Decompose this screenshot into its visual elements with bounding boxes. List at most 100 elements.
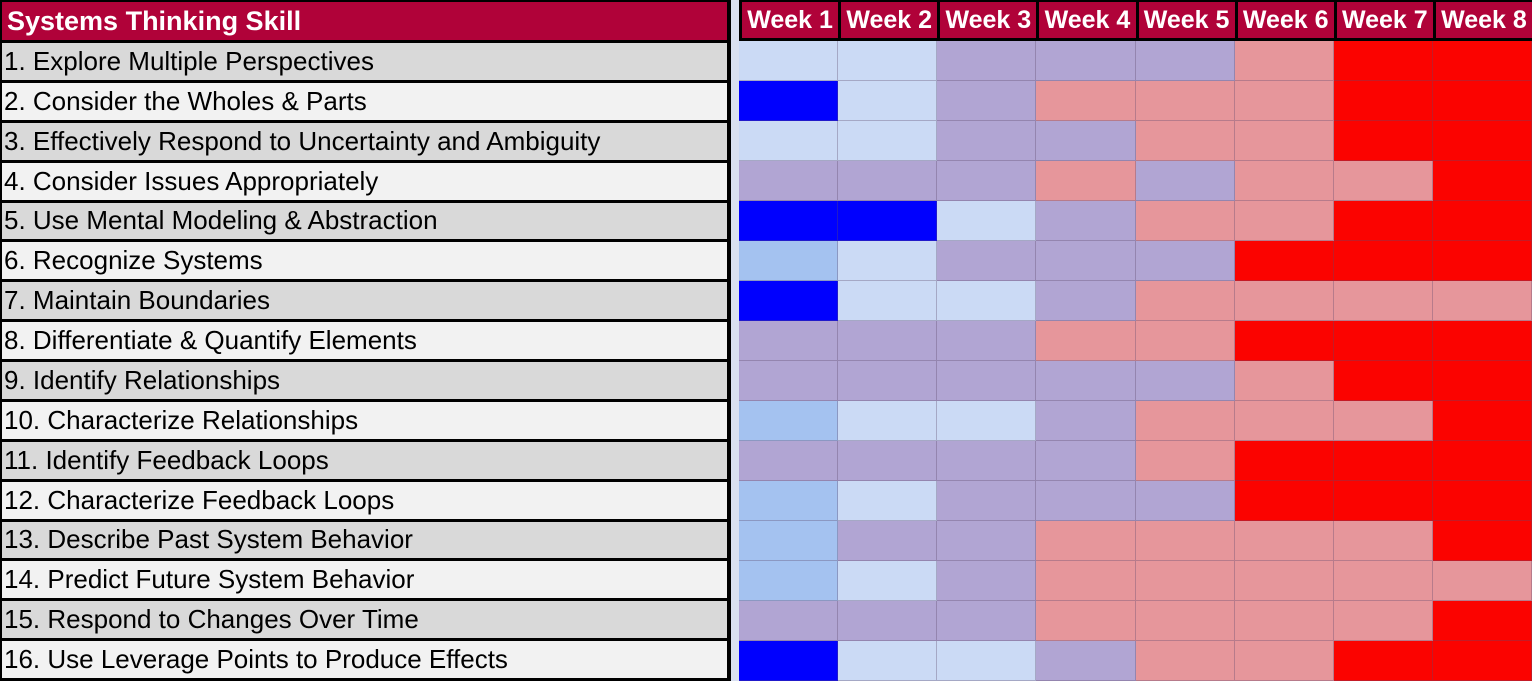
heatmap-cell-r15-w6 xyxy=(1234,601,1334,641)
heatmap-cell-r2-w8 xyxy=(1432,81,1532,121)
skill-row-5: 5. Use Mental Modeling & Abstraction xyxy=(2,202,727,243)
heatmap-cell-r13-w6 xyxy=(1234,521,1334,561)
skill-label: 12. Characterize Feedback Loops xyxy=(4,484,395,515)
skill-label: 14. Predict Future System Behavior xyxy=(4,564,415,595)
heatmap-cell-r15-w1 xyxy=(739,601,839,641)
heatmap-cell-r1-w5 xyxy=(1135,41,1235,81)
skill-row-3: 3. Effectively Respond to Uncertainty an… xyxy=(2,122,727,163)
heatmap-cell-r5-w5 xyxy=(1135,201,1235,241)
heatmap-cell-r10-w1 xyxy=(739,401,839,441)
skill-label: 1. Explore Multiple Perspectives xyxy=(4,45,374,76)
skill-row-7: 7. Maintain Boundaries xyxy=(2,282,727,323)
heatmap-cell-r7-w3 xyxy=(937,281,1037,321)
heatmap-cell-r14-w7 xyxy=(1333,561,1433,601)
heatmap-cell-r6-w2 xyxy=(838,241,938,281)
heatmap-cell-r12-w8 xyxy=(1432,481,1532,521)
heatmap-cell-r3-w8 xyxy=(1432,121,1532,161)
heatmap-cell-r9-w4 xyxy=(1036,361,1136,401)
skill-row-14: 14. Predict Future System Behavior xyxy=(2,561,727,602)
heatmap-cell-r12-w7 xyxy=(1333,481,1433,521)
heatmap-cell-r3-w7 xyxy=(1333,121,1433,161)
heatmap-cell-r3-w6 xyxy=(1234,121,1334,161)
heatmap-cell-r15-w7 xyxy=(1333,601,1433,641)
heatmap-cell-r5-w2 xyxy=(838,201,938,241)
heatmap-cell-r10-w5 xyxy=(1135,401,1235,441)
heatmap-cell-r1-w8 xyxy=(1432,41,1532,81)
heatmap-cell-r5-w3 xyxy=(937,201,1037,241)
heatmap-cell-r11-w8 xyxy=(1432,441,1532,481)
heatmap-cell-r5-w1 xyxy=(739,201,839,241)
column-header-week-6: Week 6 xyxy=(1234,0,1334,41)
heatmap-cell-r10-w7 xyxy=(1333,401,1433,441)
heatmap-cell-r14-w2 xyxy=(838,561,938,601)
heatmap-cell-r5-w4 xyxy=(1036,201,1136,241)
skill-label: 16. Use Leverage Points to Produce Effec… xyxy=(4,644,508,675)
heatmap-cell-r11-w4 xyxy=(1036,441,1136,481)
heatmap-cell-r8-w7 xyxy=(1333,321,1433,361)
skill-label: 10. Characterize Relationships xyxy=(4,404,359,435)
heatmap-cell-r1-w3 xyxy=(937,41,1037,81)
skill-label: 6. Recognize Systems xyxy=(4,245,263,276)
heatmap-cell-r10-w8 xyxy=(1432,401,1532,441)
heatmap-cell-r11-w5 xyxy=(1135,441,1235,481)
heatmap-cell-r5-w6 xyxy=(1234,201,1334,241)
skill-label: 11. Identify Feedback Loops xyxy=(4,444,329,475)
skill-label: 4. Consider Issues Appropriately xyxy=(4,165,379,196)
heatmap-cell-r15-w2 xyxy=(838,601,938,641)
heatmap-cell-r11-w3 xyxy=(937,441,1037,481)
heatmap-cell-r7-w6 xyxy=(1234,281,1334,321)
skill-row-11: 11. Identify Feedback Loops xyxy=(2,441,727,482)
heatmap-cell-r16-w6 xyxy=(1234,641,1334,681)
heatmap-cell-r6-w3 xyxy=(937,241,1037,281)
heatmap-cell-r8-w1 xyxy=(739,321,839,361)
heatmap-cell-r14-w6 xyxy=(1234,561,1334,601)
skill-row-6: 6. Recognize Systems xyxy=(2,242,727,283)
heatmap-cell-r15-w5 xyxy=(1135,601,1235,641)
heatmap-cell-r12-w4 xyxy=(1036,481,1136,521)
skill-label: 15. Respond to Changes Over Time xyxy=(4,604,419,635)
skill-label: 13. Describe Past System Behavior xyxy=(4,524,413,555)
heatmap-cell-r6-w5 xyxy=(1135,241,1235,281)
skill-row-1: 1. Explore Multiple Perspectives xyxy=(2,43,727,83)
heatmap-cell-r2-w3 xyxy=(937,81,1037,121)
heatmap-cell-r6-w6 xyxy=(1234,241,1334,281)
heatmap-cell-r6-w1 xyxy=(739,241,839,281)
skill-label: 8. Differentiate & Quantify Elements xyxy=(4,325,417,356)
heatmap-cell-r16-w8 xyxy=(1432,641,1532,681)
heatmap-cell-r8-w2 xyxy=(838,321,938,361)
heatmap-cell-r6-w4 xyxy=(1036,241,1136,281)
heatmap-cell-r4-w2 xyxy=(838,161,938,201)
heatmap-cell-r2-w2 xyxy=(838,81,938,121)
heatmap-cell-r9-w5 xyxy=(1135,361,1235,401)
heatmap-cell-r2-w1 xyxy=(739,81,839,121)
heatmap-cell-r7-w1 xyxy=(739,281,839,321)
heatmap-cell-r15-w8 xyxy=(1432,601,1532,641)
heatmap-cell-r10-w2 xyxy=(838,401,938,441)
heatmap-cell-r9-w8 xyxy=(1432,361,1532,401)
heatmap-cell-r15-w3 xyxy=(937,601,1037,641)
skill-row-13: 13. Describe Past System Behavior xyxy=(2,521,727,562)
heatmap-cell-r8-w6 xyxy=(1234,321,1334,361)
skill-label: 5. Use Mental Modeling & Abstraction xyxy=(4,205,438,236)
heatmap-cell-r1-w1 xyxy=(739,41,839,81)
heatmap-cell-r6-w7 xyxy=(1333,241,1433,281)
heatmap-cell-r2-w6 xyxy=(1234,81,1334,121)
heatmap-cell-r4-w3 xyxy=(937,161,1037,201)
heatmap-cell-r3-w1 xyxy=(739,121,839,161)
heatmap-cell-r14-w1 xyxy=(739,561,839,601)
heatmap-grid: Week 1 Week 2 Week 3 Week 4 Week 5 Week 6 Week… xyxy=(739,0,1532,681)
heatmap-cell-r4-w5 xyxy=(1135,161,1235,201)
heatmap-cell-r16-w4 xyxy=(1036,641,1136,681)
heatmap-cell-r4-w6 xyxy=(1234,161,1334,201)
heatmap-cell-r4-w1 xyxy=(739,161,839,201)
heatmap-cell-r9-w1 xyxy=(739,361,839,401)
heatmap-cell-r7-w2 xyxy=(838,281,938,321)
heatmap-cell-r16-w7 xyxy=(1333,641,1433,681)
skill-row-9: 9. Identify Relationships xyxy=(2,362,727,402)
heatmap-cell-r3-w2 xyxy=(838,121,938,161)
heatmap-cell-r11-w2 xyxy=(838,441,938,481)
column-header-week-8: Week 8 xyxy=(1432,0,1532,41)
skill-table: Systems Thinking Skill 1. Explore Multip… xyxy=(0,0,731,681)
skill-row-8: 8. Differentiate & Quantify Elements xyxy=(2,322,727,362)
